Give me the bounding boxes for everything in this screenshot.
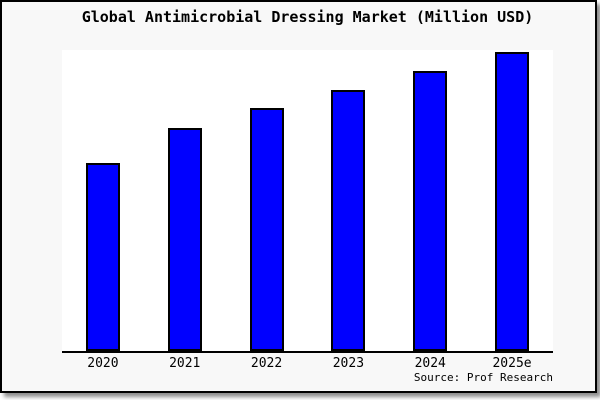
x-tick-label-2021: 2021	[169, 356, 201, 371]
x-tick-label-2022: 2022	[250, 356, 283, 371]
bar-2022	[250, 108, 284, 351]
chart-title: Global Antimicrobial Dressing Market (Mi…	[81, 8, 534, 26]
bar-2025e	[495, 52, 529, 351]
x-tick-label-2023: 2023	[332, 356, 365, 371]
x-tick-label-2025e: 2025e	[492, 356, 532, 371]
x-tick-label-2020: 2020	[87, 356, 119, 371]
x-axis-tick-labels: 2020 2021 2022 2023 2024 2025e	[62, 357, 553, 371]
bar-2021	[168, 128, 202, 351]
chart-card: Global Antimicrobial Dressing Market (Mi…	[0, 0, 597, 393]
bar-2024	[413, 71, 447, 351]
x-tick-label-2024: 2024	[414, 356, 446, 371]
source-caption: Source: Prof Research	[413, 371, 553, 384]
bar-2023	[331, 90, 365, 351]
plot-area	[62, 50, 553, 353]
bar-2020	[86, 163, 120, 351]
